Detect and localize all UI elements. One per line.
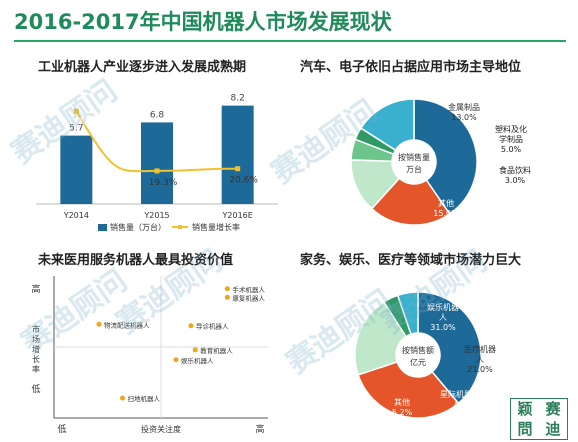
service-robot-title: 未来医用服务机器人最具投资价值 [38,253,234,268]
legend-swatch-marker [178,225,182,229]
slice-label: 医疗机器 [464,344,496,354]
legend-label: 销售量（万台） [110,222,166,232]
title-divider [14,40,566,42]
logo-char: 颖 [517,400,533,418]
domain-share-pie: 家务机器人38.9%娱乐机器人31.0%医疗机器人21.0%星际机器人3.9%其… [350,291,496,419]
point-label: 康复机器人 [232,293,265,302]
y-axis-label-char: 场 [32,335,40,344]
slice-label: 娱乐机器 [427,302,459,312]
bar-value-label: 8.2 [231,94,245,104]
slice-label: 食品饮料 [499,165,531,175]
pie-slice [359,98,415,152]
pie-center-label: 按销售量 [398,152,430,162]
growth-value-label: 54.1% [58,117,87,127]
scatter-point [96,321,102,327]
bar-value-label: 6.8 [150,110,165,120]
pie-slice [417,291,482,405]
pie-slice [396,291,419,336]
point-label: 手术机器人 [232,285,265,294]
growth-value-label: 19.3% [149,178,178,188]
slice-label: 学制品 [499,134,523,144]
slice-value-label: 3.0% [505,176,526,185]
scatter-point [188,323,194,329]
industry-share-pie: 汽车及零部件38.0%电子电器20.0%金属制品13.0%塑料及化学制品5.0%… [350,98,531,226]
growth-value-label: 20.6% [229,176,258,186]
slice-value-label: 3.9% [446,410,467,419]
bar [60,135,93,204]
pie-center [397,334,439,376]
y-tick-label: 低 [31,383,40,395]
scatter-point [173,357,179,363]
point-label: 娱乐机器人 [181,356,214,365]
logo-char: 赛 [545,400,561,418]
y-axis-label-char: 增 [32,344,40,354]
bar [141,122,173,204]
industry-pie-title: 汽车、电子依旧占据应用市场主导地位 [300,60,522,75]
slice-value-label: 21.0% [467,365,493,374]
point-label: 导诊机器人 [196,322,229,331]
bar-value-label: 5.7 [69,124,83,134]
y-axis-label-char: 市 [32,324,40,334]
scatter-point [192,347,198,353]
y-tick-label: 高 [31,283,40,295]
slice-label: 塑料及化 [495,124,527,134]
x-axis-label: 投资关注度 [141,424,181,434]
slice-label: 其他 [394,397,410,407]
slice-value-label: 13.0% [451,113,477,122]
slice-value-label: 31.0% [430,323,456,332]
growth-point [154,168,160,174]
logo-char: 問 [517,420,533,438]
x-tick-label: 低 [57,423,66,435]
slice-label: 其他 [438,198,454,208]
slice-label: 金属制品 [448,102,480,112]
x-tick-label: Y2016E [222,211,253,220]
y-axis-label-char: 长 [32,354,40,364]
x-tick-label: Y2014 [63,211,89,220]
pie-center [393,141,435,183]
slice-value-label: 5.0% [501,145,522,154]
pie-slice [413,98,478,215]
bar [221,105,254,204]
pie-slice [354,300,408,376]
slice-value-label: 15.0% [433,209,459,218]
legend-label: 销售量增长率 [192,222,240,232]
page-title: 2016-2017年中国机器人市场发展现状 [14,10,392,34]
slice-label: 星际机器 [440,389,472,399]
x-tick-label: Y2015 [143,211,169,220]
domain-pie-title: 家务、娱乐、医疗等领域市场潜力巨大 [300,253,522,268]
slice-label: 人 [476,355,484,364]
slice-label: 人 [452,400,460,409]
point-label: 扫地机器人 [127,394,160,403]
legend-swatch-bar [98,224,107,231]
point-label: 教育机器人 [200,346,233,355]
pie-center-label: 按销售额 [402,345,434,355]
point-label: 物流配送机器人 [104,320,150,329]
logo-char: 迪 [545,420,561,438]
growth-point [235,166,241,172]
growth-point [73,108,79,114]
pie-slice [370,177,451,226]
scatter-point [224,286,230,292]
scatter-point [119,395,125,401]
pie-center-label: 亿元 [410,357,426,367]
brand-logo: 颖 赛 問 迪 [510,398,568,440]
industrial-chart-title: 工业机器人产业逐步进入发展成熟期 [38,60,247,75]
pie-slice [357,360,460,419]
slice-value-label: 5.2% [392,408,413,417]
scatter-point [224,294,230,300]
pie-center-label: 万台 [406,164,422,174]
x-tick-label: 高 [255,423,264,435]
y-axis-label-char: 率 [32,364,40,374]
industrial-bar-chart: 5.7 Y2014 6.8 Y2015 8.2 Y2016E 54.1% 19.3% 20.6%… [36,94,278,232]
slice-label: 人 [439,313,447,322]
